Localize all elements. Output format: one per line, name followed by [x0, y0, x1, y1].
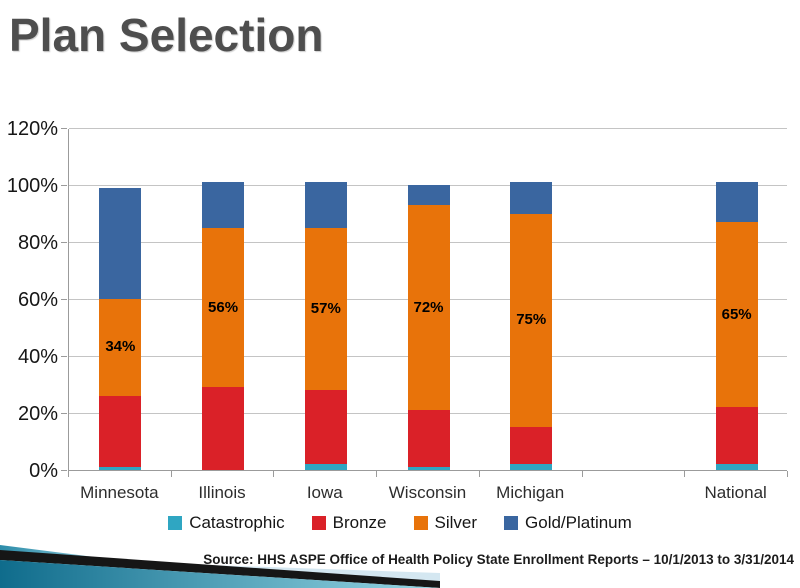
- legend-item-bronze: Bronze: [311, 513, 387, 532]
- bar-segment-gold-platinum-illinois: [202, 182, 245, 228]
- bar-segment-bronze-iowa: [304, 390, 347, 465]
- x-tick-mark: [787, 471, 788, 477]
- bar-segment-catastrophic-minnesota: [99, 467, 142, 470]
- x-axis-label-wisconsin: Wisconsin: [388, 483, 467, 502]
- y-tick-mark: [61, 356, 67, 357]
- legend-item-catastrophic: Catastrophic: [168, 513, 285, 532]
- bar-segment-silver-illinois: [202, 227, 245, 388]
- x-tick-mark: [478, 471, 480, 477]
- x-axis-label-iowa: Iowa: [306, 483, 343, 502]
- x-tick-mark: [68, 471, 69, 477]
- bar-segment-catastrophic-michigan: [510, 464, 553, 470]
- bar-segment-silver-michigan: [510, 213, 553, 428]
- slide-title: Plan Selection: [9, 9, 324, 61]
- data-label-minnesota: 34%: [105, 338, 136, 356]
- y-axis-label-80: 80%: [17, 232, 58, 254]
- decoration-black-stripe: [0, 550, 440, 588]
- bar-segment-bronze-michigan: [510, 427, 553, 465]
- bar-segment-gold-platinum-michigan: [510, 182, 553, 214]
- legend-label: Silver: [434, 513, 478, 532]
- bar-segment-bronze-minnesota: [99, 395, 142, 468]
- legend-item-silver: Silver: [413, 513, 478, 532]
- legend-item-gold-platinum: Gold/Platinum: [504, 514, 632, 531]
- chart-legend: Catastrophic Bronze Silver Gold/Platinum: [0, 514, 800, 531]
- y-axis-label-40: 40%: [17, 346, 58, 368]
- gridline-120: [69, 128, 787, 129]
- decoration-lower-teal-band: [0, 560, 440, 588]
- legend-label: Catastrophic: [189, 513, 285, 532]
- legend-label: Gold/Platinum: [525, 513, 632, 532]
- y-axis-label-60: 60%: [17, 289, 58, 311]
- x-axis-label-minnesota: Minnesota: [80, 483, 159, 502]
- y-tick-mark: [61, 242, 67, 243]
- bar-segment-catastrophic-iowa: [304, 464, 347, 470]
- legend-swatch-icon: [311, 515, 326, 530]
- x-axis-label-national: National: [704, 483, 767, 502]
- y-tick-mark: [61, 128, 67, 129]
- x-tick-mark: [684, 471, 686, 477]
- y-tick-mark: [61, 470, 67, 471]
- legend-swatch-icon: [504, 515, 519, 530]
- bar-segment-catastrophic-national: [715, 464, 758, 470]
- bar-segment-bronze-wisconsin: [407, 410, 450, 468]
- bar-segment-gold-platinum-iowa: [304, 182, 347, 228]
- legend-swatch-icon: [168, 515, 183, 530]
- data-label-illinois: 56%: [208, 298, 239, 316]
- bar-segment-silver-minnesota: [99, 299, 142, 396]
- data-label-iowa: 57%: [310, 299, 341, 317]
- data-label-national: 65%: [721, 305, 752, 323]
- x-tick-mark: [273, 471, 275, 477]
- plot-area: 34% 56% 57% 72% 75% 65%: [68, 128, 787, 471]
- x-axis-label-illinois: Illinois: [198, 483, 246, 502]
- bar-segment-silver-iowa: [304, 227, 347, 391]
- bar-segment-gold-platinum-national: [715, 182, 758, 223]
- bar-segment-gold-platinum-wisconsin: [407, 185, 450, 205]
- y-axis-label-100: 100%: [6, 175, 58, 197]
- source-citation: Source: HHS ASPE Office of Health Policy…: [203, 552, 794, 567]
- bar-segment-silver-wisconsin: [407, 204, 450, 411]
- bar-segment-bronze-illinois: [202, 387, 245, 470]
- bar-segment-catastrophic-wisconsin: [407, 467, 450, 470]
- y-tick-mark: [61, 185, 67, 186]
- y-axis-label-20: 20%: [17, 403, 58, 425]
- x-tick-mark: [581, 471, 583, 477]
- y-tick-mark: [61, 413, 67, 414]
- y-tick-mark: [61, 299, 67, 300]
- x-tick-mark: [376, 471, 378, 477]
- corner-decoration: [0, 545, 440, 588]
- legend-label: Bronze: [332, 513, 387, 532]
- data-label-wisconsin: 72%: [413, 298, 444, 316]
- bar-segment-gold-platinum-minnesota: [99, 187, 142, 299]
- x-axis-label-michigan: Michigan: [496, 483, 565, 502]
- y-axis-label-0: 0%: [29, 460, 58, 482]
- y-axis-label-120: 120%: [6, 118, 58, 140]
- bar-segment-bronze-national: [715, 407, 758, 465]
- x-tick-mark: [170, 471, 172, 477]
- bar-segment-silver-national: [715, 222, 758, 408]
- data-label-michigan: 75%: [516, 311, 547, 329]
- legend-swatch-icon: [413, 515, 428, 530]
